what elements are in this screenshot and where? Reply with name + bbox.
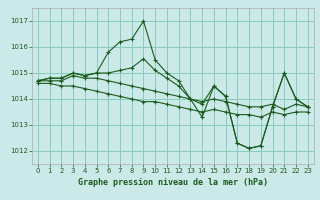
X-axis label: Graphe pression niveau de la mer (hPa): Graphe pression niveau de la mer (hPa) <box>78 178 268 187</box>
